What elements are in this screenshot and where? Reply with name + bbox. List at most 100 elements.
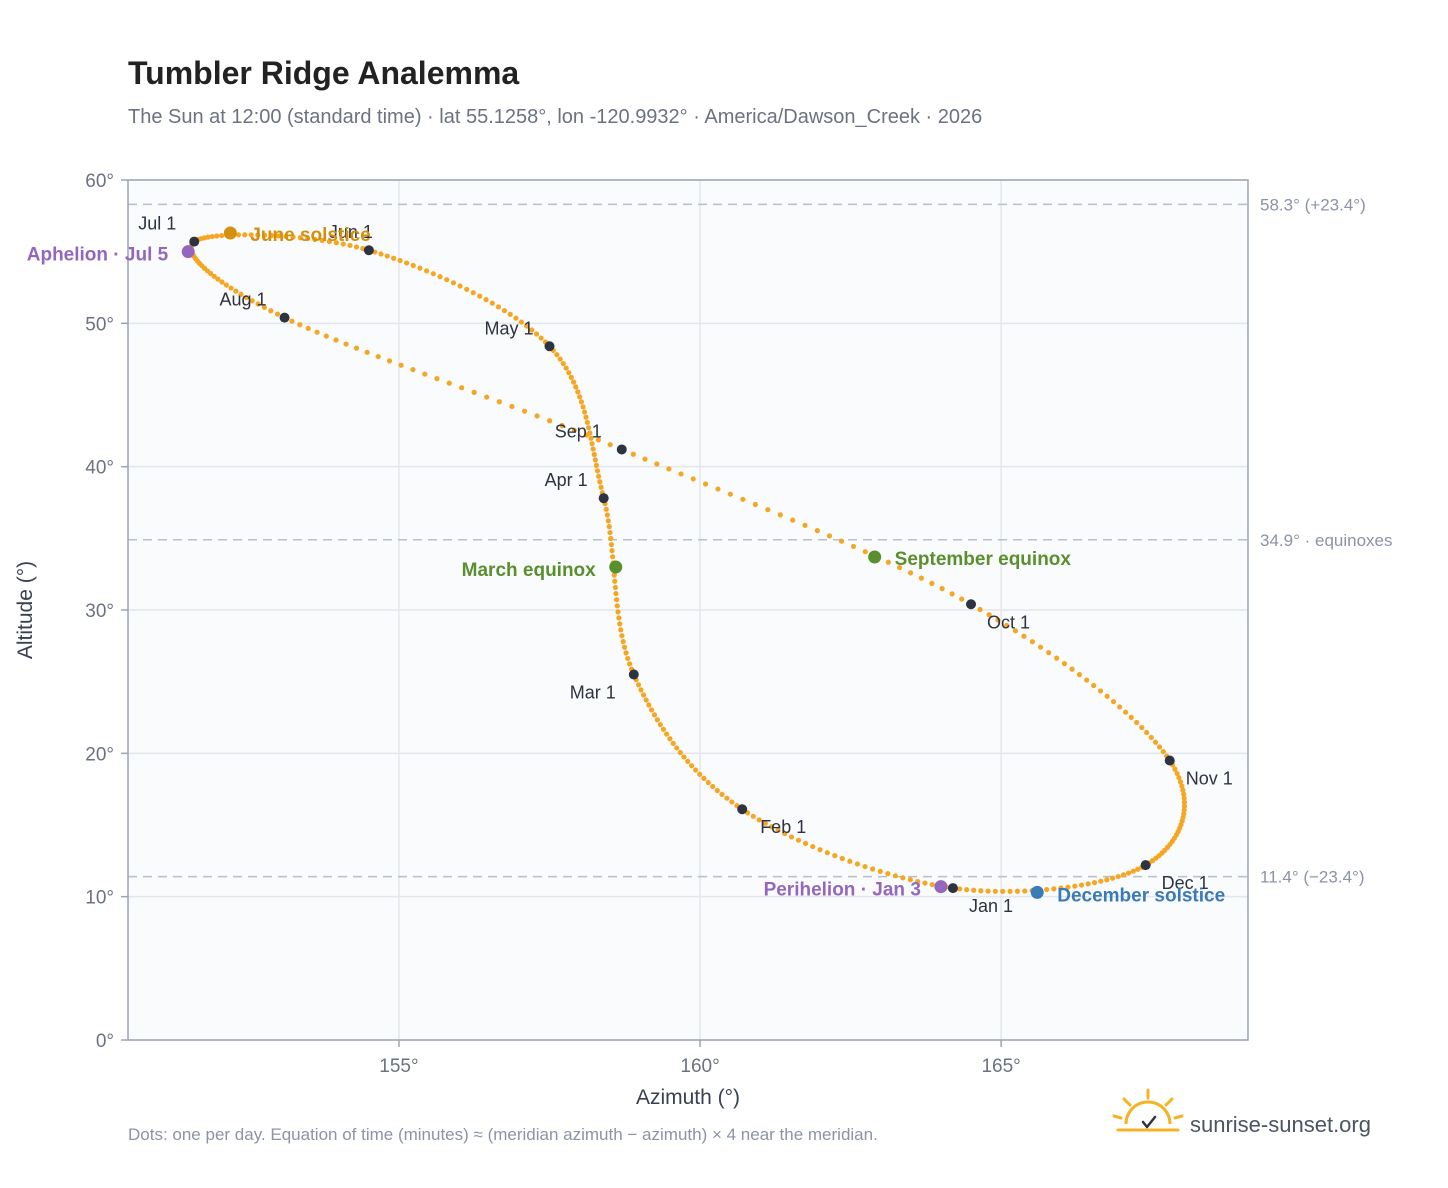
special-marker — [223, 226, 237, 240]
daily-dot — [589, 441, 595, 447]
daily-dot — [484, 394, 490, 400]
daily-dot — [430, 271, 436, 277]
daily-dot — [566, 370, 572, 376]
daily-dot — [223, 282, 229, 288]
daily-dot — [660, 726, 667, 732]
daily-dot — [1014, 888, 1020, 894]
daily-dot — [577, 394, 583, 400]
daily-dot — [610, 554, 616, 560]
daily-dot — [1179, 783, 1185, 789]
month-marker — [279, 312, 290, 323]
daily-dots — [188, 232, 1188, 894]
daily-dot — [964, 887, 970, 893]
month-label: Oct 1 — [987, 612, 1030, 632]
daily-dot — [588, 435, 594, 441]
daily-dot — [211, 273, 217, 279]
daily-dot — [777, 512, 783, 518]
month-label: Dec 1 — [1162, 873, 1209, 893]
sun-logo-icon — [1112, 1088, 1184, 1132]
daily-dot — [1115, 873, 1121, 880]
daily-dot — [862, 549, 868, 555]
brand-name: sunrise-sunset.org — [1190, 1112, 1371, 1137]
daily-dot — [509, 403, 515, 410]
daily-dot — [583, 414, 589, 420]
daily-dot — [765, 507, 771, 513]
daily-dot — [626, 661, 633, 667]
daily-dot — [657, 721, 663, 728]
month-label: Nov 1 — [1186, 769, 1233, 789]
daily-dot — [705, 779, 711, 786]
daily-dot — [496, 399, 502, 405]
special-label: June solstice — [250, 225, 370, 246]
daily-dot — [802, 522, 808, 528]
daily-dot — [1160, 748, 1166, 755]
daily-dot — [756, 817, 762, 823]
month-label: Jun 1 — [329, 222, 373, 242]
daily-dot — [1134, 719, 1140, 726]
daily-dot — [1091, 682, 1097, 689]
daily-dot — [922, 880, 928, 886]
daily-dot — [1135, 866, 1141, 872]
daily-dot — [654, 461, 660, 467]
daily-dot — [1076, 672, 1083, 678]
daily-dot — [404, 260, 410, 266]
daily-dot — [613, 597, 620, 603]
daily-dot — [444, 277, 450, 283]
daily-dot — [885, 871, 891, 877]
daily-dot — [604, 512, 610, 518]
daily-dot — [611, 572, 617, 578]
daily-dot — [521, 408, 528, 414]
daily-dot — [305, 325, 311, 332]
daily-dot — [268, 232, 275, 239]
daily-dot — [208, 270, 214, 277]
daily-dot — [1098, 878, 1104, 884]
daily-dot — [568, 374, 574, 380]
daily-dot — [612, 578, 618, 584]
daily-dot — [900, 875, 906, 881]
daily-dot — [573, 384, 579, 390]
daily-dot — [620, 638, 626, 645]
special-markers: June solstice Aphelion · Jul 5 March equin… — [27, 225, 1225, 906]
daily-dot — [238, 291, 244, 297]
daily-dot — [608, 535, 614, 542]
daily-dot — [1120, 872, 1127, 878]
daily-dot — [701, 775, 707, 781]
daily-dot — [391, 255, 397, 261]
daily-dot — [446, 380, 452, 386]
daily-dot — [364, 349, 370, 355]
daily-dot — [262, 232, 268, 238]
special-marker — [934, 880, 948, 894]
daily-dot — [719, 791, 725, 797]
daily-dot — [666, 466, 672, 472]
daily-dot — [854, 861, 861, 867]
daily-dot — [616, 615, 622, 621]
daily-dot — [775, 827, 781, 833]
daily-dot — [788, 834, 795, 840]
daily-dot — [1007, 888, 1013, 894]
daily-dot — [603, 506, 609, 512]
daily-dot — [769, 824, 775, 830]
daily-dot — [471, 389, 477, 395]
daily-dot — [918, 575, 924, 581]
daily-dot — [559, 422, 565, 429]
daily-dot — [255, 301, 261, 307]
month-marker — [1164, 755, 1175, 766]
daily-dot — [724, 795, 730, 801]
daily-dot — [1078, 882, 1085, 888]
daily-dot — [470, 290, 476, 296]
daily-dot — [664, 731, 670, 737]
daily-dot — [862, 863, 868, 870]
daily-dot — [598, 484, 604, 490]
daily-dot — [422, 371, 428, 377]
month-marker — [363, 245, 374, 256]
daily-dot — [557, 356, 563, 362]
daily-dot — [243, 294, 250, 301]
special-marker — [868, 550, 882, 564]
daily-dot — [613, 590, 619, 597]
daily-dot — [1125, 870, 1132, 876]
daily-dot — [248, 232, 254, 238]
daily-dot — [1110, 699, 1117, 705]
daily-dot — [1172, 766, 1178, 772]
daily-dot — [1054, 655, 1060, 661]
